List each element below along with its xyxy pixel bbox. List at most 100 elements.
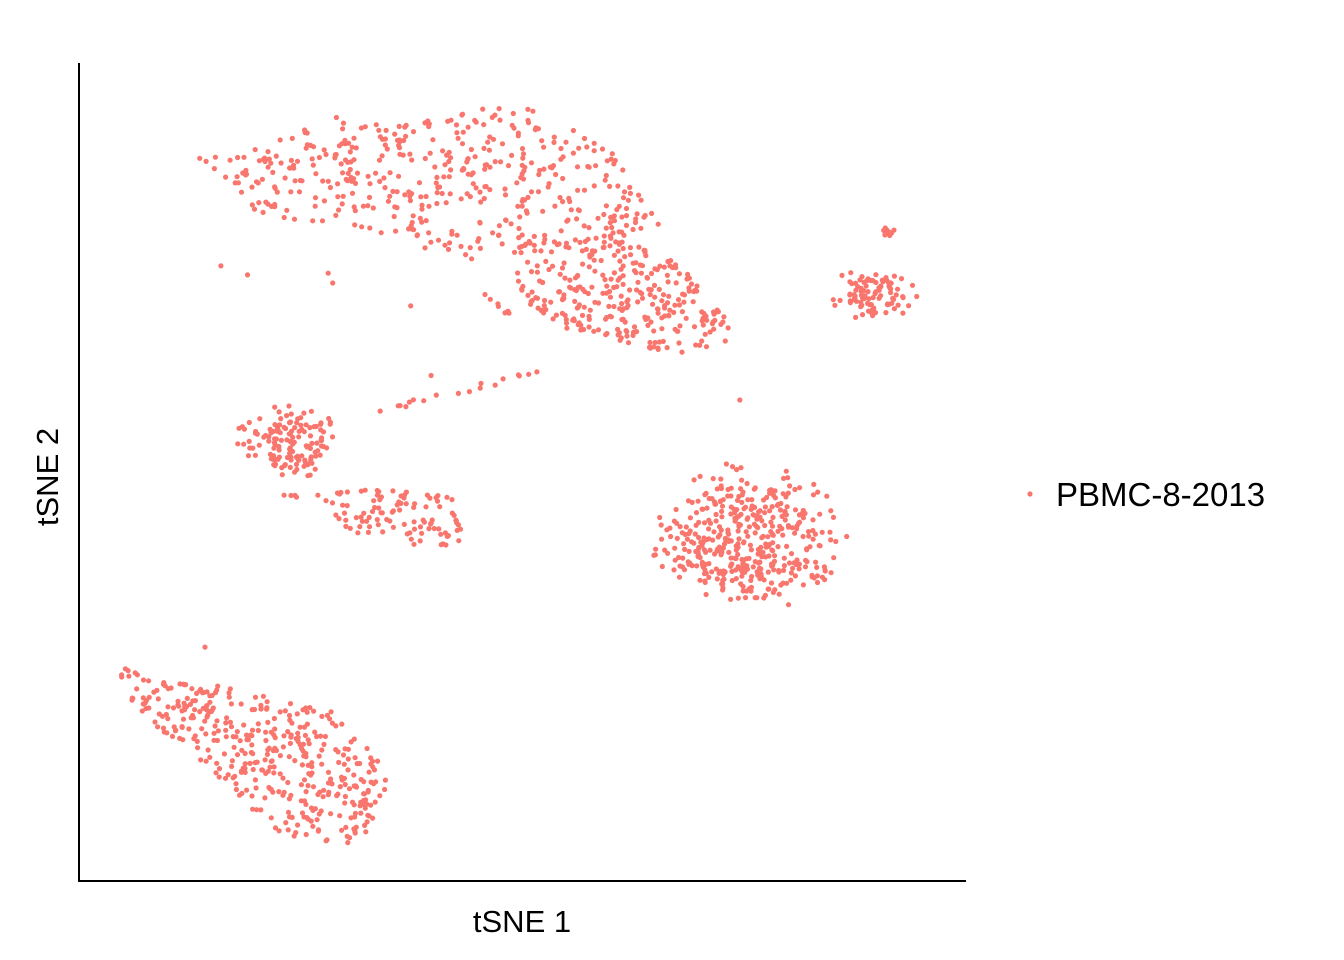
- data-point: [763, 554, 769, 560]
- data-point: [573, 287, 580, 294]
- data-point: [410, 129, 417, 135]
- data-point: [482, 166, 488, 172]
- data-point: [628, 252, 634, 258]
- data-point: [422, 120, 428, 126]
- data-point: [515, 203, 521, 209]
- data-point: [702, 492, 708, 498]
- data-point: [847, 292, 853, 298]
- data-point: [390, 488, 396, 494]
- data-point: [435, 184, 441, 191]
- data-point: [699, 338, 705, 344]
- data-point: [725, 493, 731, 499]
- data-point: [752, 559, 758, 565]
- data-point: [416, 180, 423, 186]
- data-point: [906, 303, 912, 309]
- data-point: [762, 522, 768, 529]
- data-point: [732, 555, 738, 561]
- data-point: [218, 263, 224, 269]
- data-point: [543, 307, 549, 313]
- data-point: [372, 504, 378, 511]
- data-point: [379, 153, 385, 159]
- data-point: [278, 416, 284, 422]
- data-point: [603, 316, 609, 322]
- data-point: [333, 723, 339, 729]
- data-point: [406, 226, 412, 232]
- data-point: [627, 184, 633, 190]
- data-point: [647, 291, 653, 298]
- data-point: [249, 202, 255, 208]
- data-point: [418, 194, 424, 200]
- data-point: [525, 194, 531, 200]
- data-point: [508, 221, 514, 227]
- data-point: [287, 165, 293, 171]
- data-point: [421, 398, 427, 404]
- data-point: [656, 286, 662, 292]
- data-point: [343, 523, 349, 530]
- data-point: [207, 693, 213, 699]
- data-point: [744, 480, 750, 487]
- data-point: [340, 502, 346, 508]
- data-point: [351, 736, 357, 742]
- data-point: [279, 472, 285, 478]
- data-point: [382, 136, 388, 142]
- data-point: [490, 230, 496, 236]
- data-point: [423, 193, 429, 200]
- data-point: [298, 415, 304, 421]
- data-point: [772, 553, 778, 559]
- data-point: [659, 298, 665, 304]
- data-point: [445, 246, 452, 252]
- data-point: [518, 250, 524, 256]
- data-point: [857, 277, 863, 283]
- data-point: [165, 716, 171, 722]
- data-point: [165, 686, 171, 692]
- data-point: [291, 216, 298, 222]
- data-point: [865, 289, 871, 295]
- data-point: [604, 330, 610, 337]
- data-point: [815, 489, 821, 495]
- data-point: [618, 293, 624, 299]
- data-point: [725, 325, 731, 331]
- data-point: [313, 453, 319, 459]
- data-point: [747, 542, 754, 548]
- data-point: [529, 289, 535, 295]
- data-point: [487, 296, 493, 302]
- data-point: [592, 248, 598, 254]
- data-point: [509, 152, 515, 158]
- data-point: [502, 192, 509, 198]
- data-point: [888, 286, 894, 292]
- data-point: [564, 325, 570, 331]
- data-point: [514, 180, 520, 186]
- data-point: [204, 703, 210, 709]
- data-point: [318, 437, 324, 443]
- data-point: [748, 547, 755, 553]
- data-point: [713, 518, 719, 524]
- data-point: [692, 531, 698, 537]
- data-point: [599, 146, 606, 152]
- data-point: [738, 486, 744, 492]
- data-point: [778, 582, 784, 588]
- data-point: [515, 372, 522, 378]
- data-point: [352, 222, 358, 228]
- data-point: [282, 175, 288, 181]
- data-point: [636, 192, 642, 198]
- data-point: [878, 283, 884, 289]
- data-point: [721, 576, 727, 582]
- data-point: [583, 246, 589, 252]
- data-point: [194, 690, 200, 697]
- data-point: [341, 761, 347, 767]
- data-point: [656, 339, 663, 345]
- data-point: [806, 533, 812, 539]
- data-point: [337, 491, 343, 497]
- data-point: [692, 287, 698, 293]
- data-point: [438, 542, 444, 548]
- data-point: [595, 215, 601, 221]
- data-point: [496, 223, 502, 229]
- data-point: [731, 506, 737, 512]
- data-point: [771, 558, 778, 565]
- data-point: [539, 138, 545, 144]
- data-point: [465, 171, 471, 177]
- data-point: [553, 171, 559, 178]
- data-point: [771, 492, 777, 498]
- data-point: [221, 751, 227, 757]
- data-point: [611, 270, 618, 276]
